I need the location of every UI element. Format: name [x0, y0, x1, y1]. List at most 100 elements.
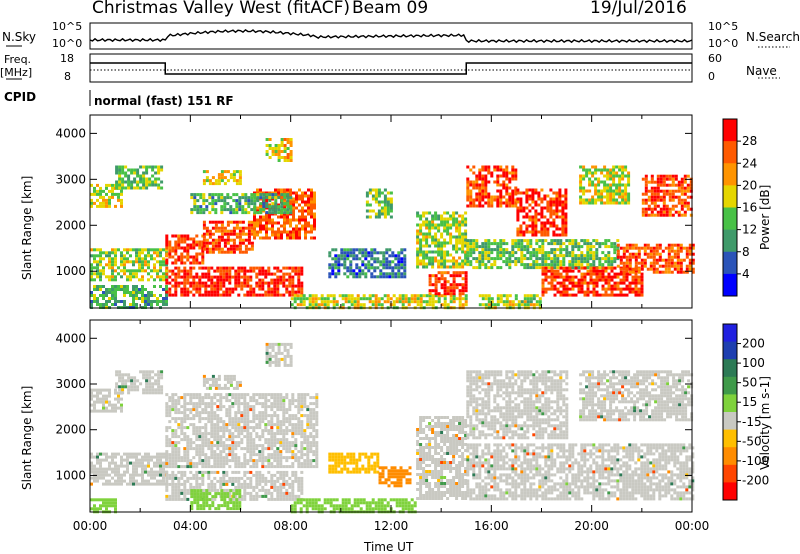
power-cell [118, 186, 122, 190]
power-cell [247, 220, 251, 224]
power-cell [531, 197, 535, 201]
power-cell [271, 230, 274, 234]
velocity-cell [252, 393, 256, 397]
power-cell [464, 280, 468, 284]
power-cell [189, 261, 193, 265]
power-cell [637, 278, 641, 282]
power-cell [640, 264, 644, 268]
velocity-cell [207, 447, 211, 451]
power-cell [588, 171, 592, 175]
power-cell [111, 303, 114, 306]
power-cell [280, 193, 284, 197]
power-cell [540, 197, 544, 201]
power-cell [520, 248, 524, 252]
velocity-cell [111, 467, 114, 471]
power-cell [597, 192, 601, 196]
power-cell [519, 197, 523, 201]
power-cell [612, 189, 616, 193]
power-cell [419, 214, 423, 218]
power-cell [171, 234, 175, 238]
power-cell [550, 266, 554, 270]
power-cell [192, 237, 196, 241]
power-cell [689, 189, 693, 193]
power-cell [235, 193, 239, 197]
power-cell [525, 206, 529, 210]
power-cell [422, 262, 426, 266]
velocity-cell [129, 479, 132, 483]
power-cell [422, 300, 426, 304]
power-cell [328, 275, 332, 279]
power-cell [525, 224, 529, 228]
power-cell [186, 252, 190, 256]
power-cell [105, 204, 108, 208]
power-cell [144, 303, 147, 306]
power-cell [246, 269, 250, 273]
power-cell [440, 274, 444, 278]
power-cell [597, 168, 601, 172]
power-cell [298, 236, 301, 240]
velocity-cell [246, 411, 250, 415]
power-cell [413, 297, 417, 301]
velocity-cell [114, 391, 117, 395]
power-cell [478, 198, 482, 202]
power-cell [481, 195, 485, 199]
velocity-cell [90, 470, 93, 474]
velocity-cell [240, 447, 244, 451]
power-cell [511, 177, 515, 181]
power-cell [552, 197, 556, 201]
power-cell [226, 223, 230, 227]
power-cell [561, 215, 565, 219]
power-cell [670, 264, 674, 268]
velocity-cell [216, 408, 220, 412]
power-cell [105, 183, 108, 187]
power-cell [484, 245, 488, 249]
power-cell [653, 189, 657, 193]
velocity-cell [115, 385, 119, 389]
power-cell [446, 253, 450, 257]
velocity-cell [201, 435, 205, 439]
velocity-cell [147, 458, 150, 462]
power-cell [174, 275, 178, 279]
power-cell [452, 271, 456, 275]
power-cell [380, 303, 384, 307]
power-cell [373, 266, 377, 270]
velocity-cell [120, 482, 123, 486]
power-cell [157, 177, 161, 181]
power-cell [226, 250, 230, 254]
power-cell [304, 236, 307, 240]
velocity-cell [204, 417, 208, 421]
power-cell [307, 221, 310, 225]
power-cell [622, 246, 626, 250]
velocity-cell [114, 452, 117, 456]
velocity-cell [177, 402, 181, 406]
power-cell [475, 180, 479, 184]
power-cell [540, 188, 544, 192]
power-cell [443, 238, 447, 242]
power-cell [612, 174, 616, 178]
power-cell [665, 213, 669, 217]
velocity-cell [180, 396, 184, 400]
power-cell [499, 183, 503, 187]
velocity-cell [246, 414, 250, 418]
power-cell [276, 278, 280, 282]
velocity-cell [189, 441, 193, 445]
velocity-cell [198, 420, 202, 424]
velocity-cell [147, 482, 150, 486]
power-cell [355, 272, 359, 276]
power-cell [108, 183, 111, 187]
power-cell [538, 245, 542, 249]
velocity-cell [270, 435, 274, 439]
velocity-cell [135, 458, 138, 462]
power-cell [631, 267, 635, 271]
velocity-cell [117, 482, 120, 486]
velocity-cell [156, 455, 159, 459]
power-cell [395, 300, 399, 304]
power-cell [592, 272, 596, 276]
power-cell [446, 220, 450, 224]
power-cell [208, 241, 212, 245]
power-cell [147, 303, 150, 306]
velocity-cell [96, 479, 99, 483]
power-cell [422, 232, 426, 236]
power-cell [307, 209, 310, 213]
power-cell [401, 297, 405, 301]
